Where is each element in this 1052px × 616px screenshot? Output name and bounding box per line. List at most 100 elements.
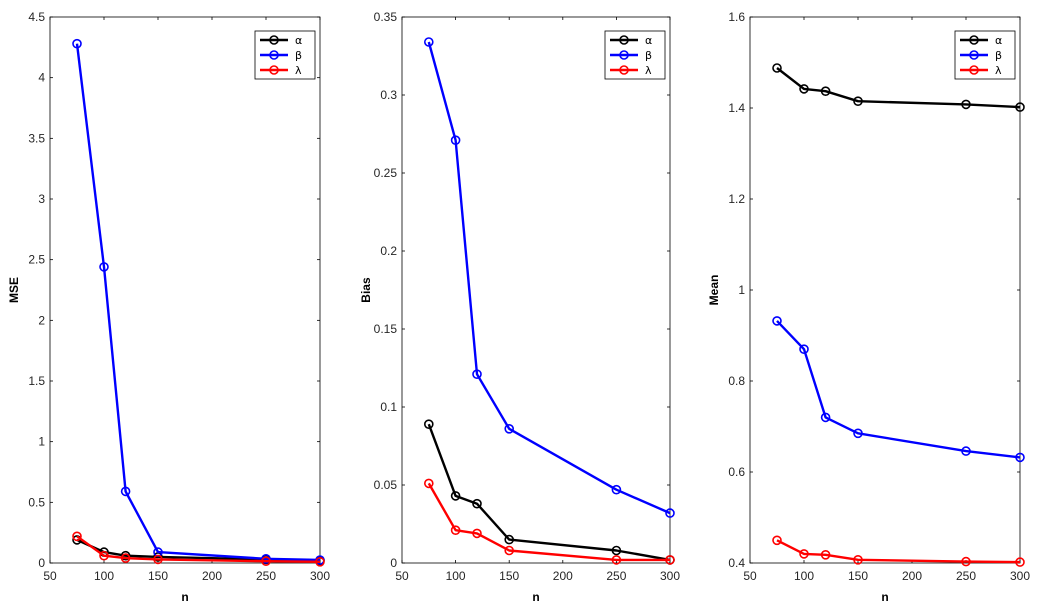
y-tick-label: 0.1 <box>380 400 397 414</box>
data-point <box>961 556 971 567</box>
y-tick-label: 2 <box>38 313 45 327</box>
data-point <box>472 369 482 380</box>
legend-swatch-marker <box>269 35 279 45</box>
data-point <box>423 419 434 430</box>
y-tick-label: 1.5 <box>28 374 45 388</box>
data-point <box>120 486 131 497</box>
y-tick-label: 1 <box>38 435 45 449</box>
y-tick-label: 3 <box>38 192 45 206</box>
series-line <box>776 67 1021 109</box>
series-line <box>76 535 321 563</box>
data-point <box>799 549 809 559</box>
data-point <box>820 86 831 96</box>
series-line <box>427 41 671 515</box>
data-point <box>961 99 971 110</box>
series-3 <box>423 478 675 565</box>
data-point <box>504 423 515 434</box>
x-tick-label: 200 <box>202 569 222 583</box>
series-line <box>776 320 1021 459</box>
y-axis-label: Mean <box>707 275 721 306</box>
x-tick-label: 250 <box>606 569 626 583</box>
x-tick-label: 150 <box>148 569 168 583</box>
x-axis-label: n <box>181 590 188 604</box>
x-tick-label: 250 <box>256 569 276 583</box>
y-tick-label: 1 <box>738 283 745 297</box>
data-point <box>820 412 831 423</box>
data-point <box>423 37 434 47</box>
series-2 <box>72 38 325 565</box>
data-point <box>1015 452 1025 463</box>
data-point <box>99 262 109 272</box>
data-point <box>611 545 622 556</box>
x-tick-label: 50 <box>395 569 409 583</box>
y-tick-label: 4 <box>38 71 45 85</box>
y-tick-label: 3.5 <box>28 131 45 145</box>
data-point <box>853 428 863 439</box>
data-point <box>772 316 782 326</box>
series-line <box>776 539 1021 564</box>
data-point <box>72 531 82 542</box>
legend-swatch-marker <box>969 50 979 60</box>
y-tick-label: 0.5 <box>28 495 45 509</box>
y-tick-label: 1.6 <box>728 10 745 24</box>
x-tick-label: 200 <box>902 569 922 583</box>
plot-area <box>749 16 1021 564</box>
data-point <box>261 556 271 567</box>
series-line <box>427 423 671 562</box>
series-line <box>75 43 321 562</box>
y-tick-label: 0.8 <box>728 374 745 388</box>
chart-panel-1: 50 100 150 200 250 300 0 0.5 1 1.5 2 2.5 3 3.5 4 4.5 n MS… <box>7 10 330 604</box>
data-point <box>772 535 782 546</box>
legend: αβλ <box>954 30 1016 80</box>
y-tick-label: 0.6 <box>728 465 745 479</box>
x-tick-label: 200 <box>553 569 573 583</box>
legend-swatch-marker <box>619 50 629 60</box>
data-point <box>853 554 863 565</box>
data-point <box>799 344 809 355</box>
y-tick-label: 0.25 <box>374 166 398 180</box>
legend-label: α <box>995 34 1002 47</box>
data-point <box>820 549 831 560</box>
legend-label: β <box>295 49 302 62</box>
y-tick-label: 0.4 <box>728 556 745 570</box>
legend-label: λ <box>295 64 302 77</box>
legend-label: λ <box>995 64 1002 77</box>
data-point <box>1015 102 1025 112</box>
series-2 <box>423 37 675 518</box>
x-tick-label: 150 <box>499 569 519 583</box>
y-axis-label: Bias <box>359 277 373 303</box>
legend-swatch-marker <box>619 65 629 75</box>
series-1 <box>772 63 1025 112</box>
data-point <box>611 484 622 495</box>
data-point <box>72 38 82 49</box>
legend: αβλ <box>604 30 666 80</box>
data-point <box>665 555 675 565</box>
series-3 <box>772 535 1025 567</box>
data-point <box>99 550 109 561</box>
data-point <box>853 96 863 106</box>
y-tick-label: 0.15 <box>374 322 398 336</box>
legend-swatch-marker <box>969 35 979 45</box>
legend: αβλ <box>254 30 316 80</box>
data-point <box>611 555 622 565</box>
x-axis-label: n <box>881 590 888 604</box>
data-point <box>450 135 461 145</box>
data-point <box>1015 557 1025 567</box>
data-point <box>450 491 461 501</box>
x-tick-label: 300 <box>310 569 330 583</box>
data-point <box>120 553 131 563</box>
x-tick-label: 50 <box>743 569 757 583</box>
legend-swatch-marker <box>269 50 279 60</box>
y-tick-label: 1.2 <box>728 192 745 206</box>
legend-label: β <box>645 49 652 62</box>
x-tick-label: 300 <box>660 569 680 583</box>
data-point <box>772 63 782 73</box>
data-point <box>504 545 515 556</box>
y-axis-label: MSE <box>7 277 21 303</box>
y-tick-label: 0 <box>390 556 397 570</box>
data-point <box>504 534 515 545</box>
y-tick-label: 2.5 <box>28 253 45 267</box>
x-tick-label: 100 <box>446 569 466 583</box>
chart-panel-2: 50 100 150 200 250 300 0 0.05 0.1 0.15 0.2 0.25 0.3 0… <box>359 10 680 604</box>
